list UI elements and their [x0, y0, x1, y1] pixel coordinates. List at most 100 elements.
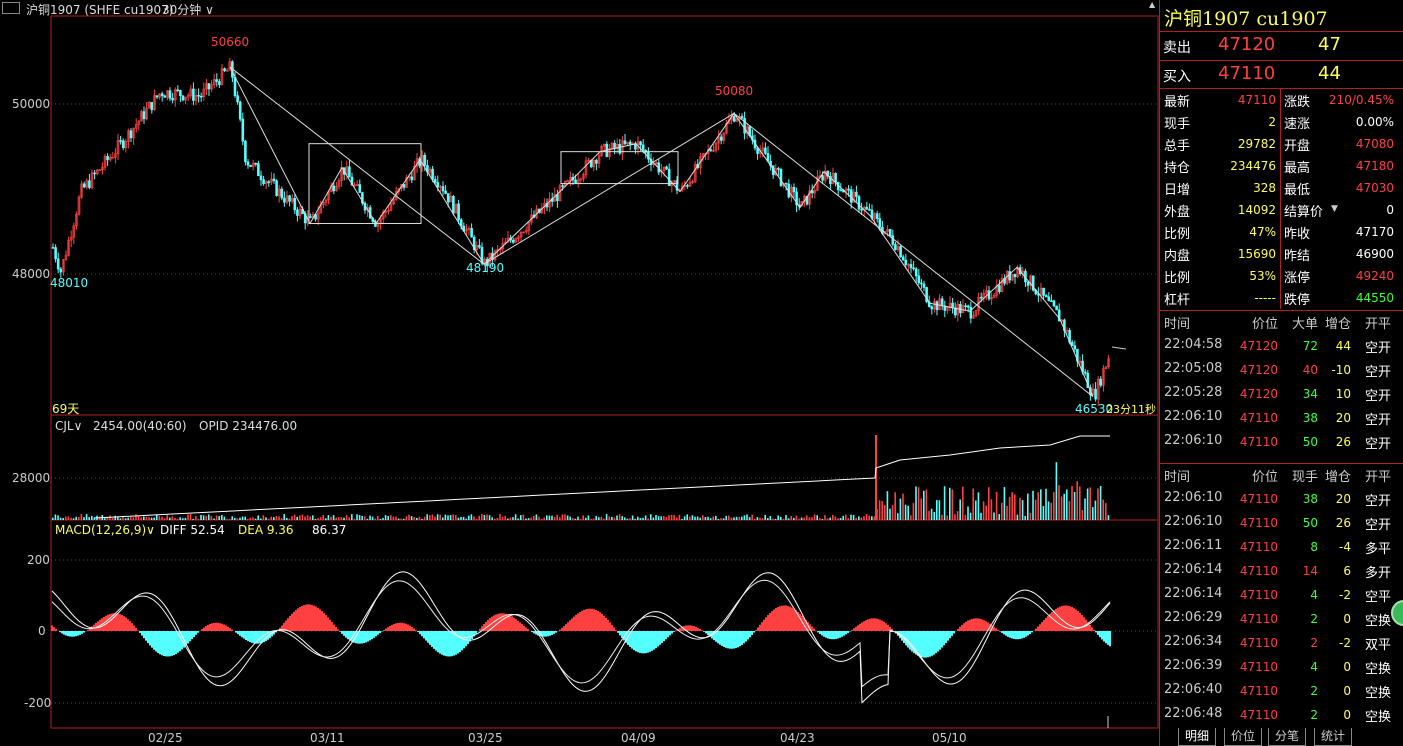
candle-body	[626, 141, 629, 145]
period-selector[interactable]: 30分钟 ∨	[162, 1, 214, 18]
candle-body	[402, 184, 406, 188]
main-chart[interactable]	[0, 0, 1159, 746]
candle-body	[114, 153, 117, 158]
candle-body	[972, 315, 975, 319]
candle-body	[337, 180, 341, 187]
volume-bar	[907, 505, 909, 520]
tab-price-level[interactable]: 价位	[1224, 728, 1262, 746]
volume-bar	[52, 517, 54, 520]
volume-bar	[980, 512, 982, 520]
volume-bar	[322, 515, 324, 520]
candle-body	[829, 175, 832, 185]
candle-body	[615, 143, 619, 149]
buy-price[interactable]: 47110	[1218, 63, 1276, 84]
open-interest-line	[94, 435, 1110, 519]
menu-button[interactable]	[2, 2, 20, 14]
table-row[interactable]: 22:06:48 47110 2 0 空换	[1160, 704, 1403, 726]
volume-bar	[192, 518, 194, 520]
candle-body	[410, 176, 414, 181]
volume-bar	[1019, 497, 1021, 520]
candle-body	[1073, 345, 1077, 350]
candle-body	[158, 93, 161, 98]
stat-label: 昨结	[1284, 249, 1311, 264]
table-row[interactable]: 22:06:14 47110 4 -2 空平	[1160, 584, 1403, 606]
tab-stats[interactable]: 统计	[1314, 728, 1352, 746]
candle-body	[236, 95, 239, 103]
chevron-down-icon[interactable]: ▼	[1331, 204, 1338, 214]
candle-body	[173, 89, 177, 101]
candle-body	[179, 90, 182, 97]
volume-bar	[470, 514, 473, 520]
volume-bar	[509, 517, 512, 520]
volume-bar	[241, 516, 244, 520]
stat-label: 结算价	[1284, 205, 1324, 220]
table-cell: 47110	[1239, 588, 1278, 602]
volume-bar	[356, 514, 358, 520]
table-row[interactable]: 22:05:08 47120 40 -10 空开	[1160, 359, 1403, 381]
volume-bar	[171, 516, 174, 520]
candle-body	[1055, 305, 1058, 311]
volume-bar	[460, 516, 462, 520]
column-header: 时间	[1164, 470, 1191, 485]
table-row[interactable]: 22:06:34 47110 2 -2 双平	[1160, 632, 1403, 654]
volume-bar	[733, 517, 735, 520]
candle-body	[472, 236, 476, 251]
candle-body	[662, 166, 666, 171]
candle-body	[176, 89, 180, 92]
table-row[interactable]: 22:06:10 47110 50 26 空开	[1160, 512, 1403, 534]
volume-bar	[889, 508, 891, 520]
tab-ticks[interactable]: 分笔	[1268, 728, 1306, 746]
table-row[interactable]: 22:05:28 47120 34 10 空开	[1160, 383, 1403, 405]
volume-bar	[611, 516, 613, 520]
volume-bar	[369, 515, 371, 520]
candle-body	[1107, 358, 1110, 368]
volume-indicator[interactable]: CJL∨	[55, 419, 82, 433]
volume-bar	[494, 518, 496, 520]
volume-bar	[301, 514, 304, 520]
volume-bar	[65, 516, 67, 520]
scroll-up-icon[interactable]: ▲	[1149, 0, 1156, 9]
macd-label: MACD(12,26,9)	[55, 523, 147, 537]
candle-body	[680, 185, 684, 191]
candle-body	[452, 195, 455, 214]
sell-price[interactable]: 47120	[1218, 34, 1276, 55]
candle-body	[712, 150, 715, 152]
candle-body	[990, 297, 993, 300]
table-cell: 多平	[1365, 542, 1392, 557]
volume-bar	[208, 514, 210, 520]
table-row[interactable]: 22:06:14 47110 14 6 多开	[1160, 560, 1403, 582]
volume-bar	[548, 515, 551, 520]
volume-bar	[169, 517, 171, 520]
table-row[interactable]: 22:04:58 47120 72 44 空开	[1160, 335, 1403, 357]
table-cell: 0	[1343, 660, 1351, 674]
quote-title: 沪铜1907 cu1907	[1164, 8, 1328, 30]
candle-body	[701, 153, 705, 157]
table-row[interactable]: 22:06:39 47110 4 0 空换	[1160, 656, 1403, 678]
volume-bar	[1034, 499, 1037, 520]
table-row[interactable]: 22:06:10 47110 38 20 空开	[1160, 488, 1403, 510]
table-row[interactable]: 22:06:29 47110 2 0 空换	[1160, 608, 1403, 630]
volume-bar	[1024, 515, 1026, 520]
candle-body	[1104, 366, 1108, 370]
table-row[interactable]: 22:06:10 47110 50 26 空开	[1160, 431, 1403, 453]
macd-indicator[interactable]: MACD(12,26,9)∨	[55, 523, 155, 537]
table-row[interactable]: 22:06:40 47110 2 0 空换	[1160, 680, 1403, 702]
volume-bar	[195, 515, 197, 520]
tab-detail[interactable]: 明细	[1178, 728, 1216, 746]
volume-bar	[686, 514, 688, 520]
candle-body	[693, 164, 697, 182]
cjl-params: 2454.00(40:60)	[93, 419, 187, 433]
volume-bar	[647, 518, 649, 520]
candlestick-series	[51, 57, 1110, 406]
volume-bar	[639, 518, 642, 520]
table-row[interactable]: 22:06:11 47110 8 -4 多平	[1160, 536, 1403, 558]
volume-bar	[119, 518, 122, 520]
candle-body	[834, 173, 837, 183]
volume-bar	[150, 517, 153, 520]
volume-bar	[878, 500, 881, 520]
volume-bar	[62, 518, 64, 520]
candle-body	[56, 258, 60, 270]
table-row[interactable]: 22:06:10 47110 38 20 空开	[1160, 407, 1403, 429]
volume-bar	[696, 516, 699, 520]
candle-body	[238, 101, 242, 120]
